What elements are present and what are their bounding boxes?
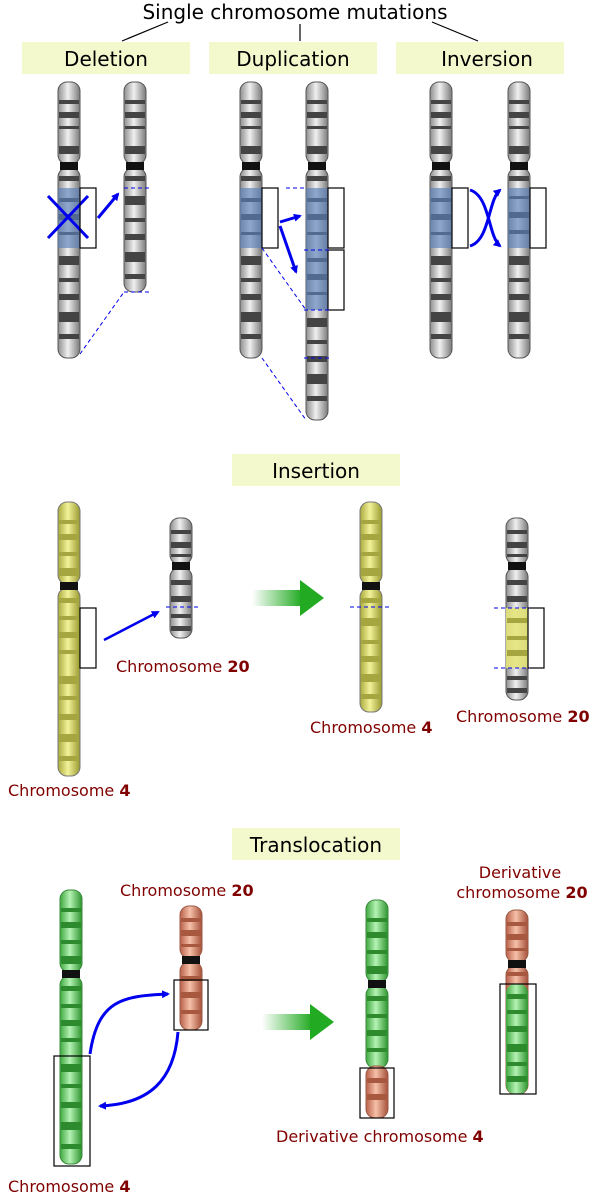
translocation-exchange-arrows xyxy=(88,990,180,1110)
deletion-original-chromosome xyxy=(57,81,81,359)
inversion-bracket-result xyxy=(529,187,547,249)
diagram-title: Single chromosome mutations xyxy=(142,0,447,24)
insertion-chromosome-4-result xyxy=(359,501,383,713)
inversion-bracket-source xyxy=(451,187,469,249)
insertion-label-box xyxy=(232,454,400,486)
translocation-box-chr20 xyxy=(173,979,209,1031)
duplication-guide-lines xyxy=(261,187,330,421)
insertion-label-chr4-result: Chromosome 4 xyxy=(310,718,432,737)
deletion-arrow xyxy=(96,192,120,219)
insertion-label-chr4-source: Chromosome 4 xyxy=(8,781,130,800)
deletion-bracket xyxy=(79,187,97,249)
duplication-label: Duplication xyxy=(236,47,349,71)
insertion-transform-arrow xyxy=(252,580,324,616)
translocation-label-der4: Derivative chromosome 4 xyxy=(276,1127,484,1146)
insertion-label-chr20-source: Chromosome 20 xyxy=(116,657,250,676)
translocation-label-der20-line2: chromosome 20 xyxy=(456,883,587,902)
translocation-derivative-chromosome-4 xyxy=(365,899,389,1119)
title-connector-lines xyxy=(121,21,479,42)
inversion-label: Inversion xyxy=(441,47,533,71)
deletion-guide-lines xyxy=(79,187,150,355)
duplication-bracket-copy-2 xyxy=(327,249,345,311)
duplication-result-chromosome xyxy=(305,81,329,421)
translocation-chromosome-4-source xyxy=(59,889,83,1165)
translocation-label-chr4-source: Chromosome 4 xyxy=(8,1177,130,1196)
deletion-label-box xyxy=(22,42,190,74)
duplication-label-box xyxy=(209,42,377,74)
deletion-result-chromosome xyxy=(123,81,147,293)
duplication-arrow-1 xyxy=(279,213,302,224)
insertion-bracket-result xyxy=(527,607,545,669)
duplication-bracket-source xyxy=(261,187,279,249)
translocation-box-der20 xyxy=(499,983,537,1095)
inversion-label-box xyxy=(396,42,564,74)
insertion-chromosome-20-source xyxy=(169,517,193,639)
inversion-result-chromosome xyxy=(507,81,531,359)
duplication-original-chromosome xyxy=(239,81,263,359)
translocation-label-box xyxy=(232,828,400,860)
translocation-box-chr4 xyxy=(53,1055,91,1167)
deletion-label: Deletion xyxy=(64,47,148,71)
insertion-bracket-source xyxy=(79,607,97,669)
insertion-label-chr20-result: Chromosome 20 xyxy=(456,707,590,726)
translocation-label-der20-line1: Derivative xyxy=(479,863,562,882)
translocation-transform-arrow xyxy=(262,1004,334,1040)
translocation-label-chr20-source: Chromosome 20 xyxy=(120,881,254,900)
insertion-arrow xyxy=(103,610,160,642)
inversion-arrows xyxy=(469,188,502,248)
translocation-box-der4 xyxy=(359,1067,395,1119)
insertion-label: Insertion xyxy=(272,459,360,483)
insertion-chromosome-20-result xyxy=(505,517,529,701)
insertion-chromosome-4-source xyxy=(57,501,81,777)
duplication-bracket-copy-1 xyxy=(327,187,345,249)
translocation-chromosome-20-source xyxy=(179,905,203,1031)
inversion-original-chromosome xyxy=(429,81,453,359)
translocation-derivative-chromosome-20 xyxy=(505,909,529,1095)
duplication-arrow-2 xyxy=(278,225,298,274)
insertion-site-lines-result-chr20 xyxy=(494,607,530,669)
translocation-label: Translocation xyxy=(249,833,382,857)
deletion-cross-mark xyxy=(46,194,90,240)
